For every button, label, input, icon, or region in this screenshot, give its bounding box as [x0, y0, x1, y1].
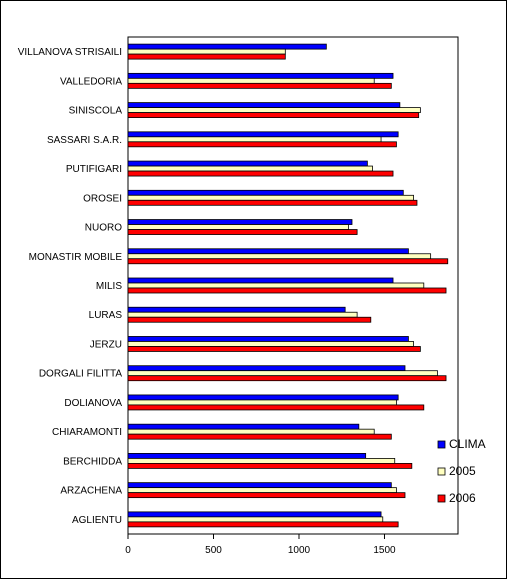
bar-2006-15 — [127, 492, 406, 499]
bar-2005-4 — [127, 165, 373, 172]
category-label: CHIARAMONTI — [52, 427, 122, 438]
bar-clima-12 — [127, 394, 399, 401]
bar-2005-15 — [127, 487, 397, 494]
bar-2005-12 — [127, 399, 397, 406]
bar-clima-4 — [127, 160, 368, 167]
category-label: ARZACHENA — [60, 486, 122, 497]
bar-2005-10 — [127, 341, 414, 347]
bar-2005-11 — [127, 370, 438, 377]
bar-2006-14 — [127, 463, 413, 469]
bar-clima-1 — [127, 72, 394, 79]
category-label: LURAS — [89, 310, 123, 321]
bar-2005-16 — [127, 516, 384, 523]
bar-2006-0 — [127, 53, 286, 60]
bar-clima-10 — [127, 336, 409, 342]
bar-2005-1 — [127, 77, 375, 84]
bar-2006-13 — [127, 433, 392, 440]
legend-label-2005: 2005 — [449, 464, 476, 478]
bar-2006-8 — [127, 287, 447, 294]
bar-clima-16 — [127, 511, 382, 518]
bar-2006-11 — [127, 375, 447, 382]
bar-2006-5 — [127, 199, 418, 206]
x-tick-label: 500 — [205, 545, 222, 556]
category-label: SINISCOLA — [69, 106, 123, 117]
category-label: OROSEI — [83, 193, 122, 204]
legend-label-clima: CLIMA — [449, 437, 486, 451]
category-label: MILIS — [96, 281, 122, 292]
bar-clima-14 — [127, 453, 367, 459]
category-label: NUORO — [85, 223, 122, 234]
bar-2005-13 — [127, 428, 375, 435]
category-label: DOLIANOVA — [64, 398, 122, 409]
bar-clima-3 — [127, 131, 399, 138]
bar-clima-13 — [127, 423, 360, 430]
x-tick-label: 1000 — [288, 545, 311, 556]
category-label: AGLIENTU — [72, 515, 122, 526]
bar-2006-1 — [127, 82, 392, 89]
category-label: PUTIFIGARI — [66, 164, 122, 175]
legend-swatch-clima — [437, 440, 446, 449]
bar-clima-5 — [127, 189, 404, 196]
bar-clima-2 — [127, 102, 401, 108]
category-label: BERCHIDDA — [63, 456, 122, 467]
bar-clima-11 — [127, 365, 406, 372]
bar-2005-8 — [127, 282, 425, 289]
bar-clima-8 — [127, 277, 394, 284]
bar-clima-9 — [127, 306, 346, 313]
legend-label-2006: 2006 — [449, 491, 476, 505]
bar-clima-7 — [127, 248, 409, 255]
legend-swatch-2005 — [437, 467, 446, 476]
bar-2005-2 — [127, 107, 421, 113]
category-label: SASSARI S.A.R. — [47, 135, 122, 146]
bar-2005-6 — [127, 224, 349, 230]
bar-clima-0 — [127, 43, 327, 50]
bar-clima-15 — [127, 482, 392, 489]
legend-swatch-2006 — [437, 494, 446, 503]
bar-2006-7 — [127, 258, 449, 265]
bar-2005-9 — [127, 311, 358, 318]
bar-2005-3 — [127, 136, 382, 143]
x-tick-label: 1500 — [373, 545, 396, 556]
bar-2006-9 — [127, 316, 372, 323]
x-tick-label: 0 — [125, 545, 131, 556]
bar-2006-6 — [127, 229, 358, 235]
category-label: VILLANOVA STRISAILI — [18, 47, 122, 58]
category-label: DORGALI FILITTA — [39, 369, 122, 380]
bar-2006-4 — [127, 170, 394, 177]
category-label: JERZU — [90, 339, 122, 350]
category-label: MONASTIR MOBILE — [29, 252, 123, 263]
bar-2006-10 — [127, 346, 421, 352]
bar-clima-6 — [127, 219, 353, 225]
bar-2006-12 — [127, 404, 425, 411]
category-label: VALLEDORIA — [60, 76, 122, 87]
bar-2006-3 — [127, 141, 397, 148]
bar-2005-0 — [127, 48, 286, 55]
bar-2006-2 — [127, 112, 420, 118]
bar-2006-16 — [127, 521, 399, 528]
bar-2005-5 — [127, 194, 414, 201]
bar-2005-14 — [127, 458, 396, 464]
bar-2005-7 — [127, 253, 432, 260]
